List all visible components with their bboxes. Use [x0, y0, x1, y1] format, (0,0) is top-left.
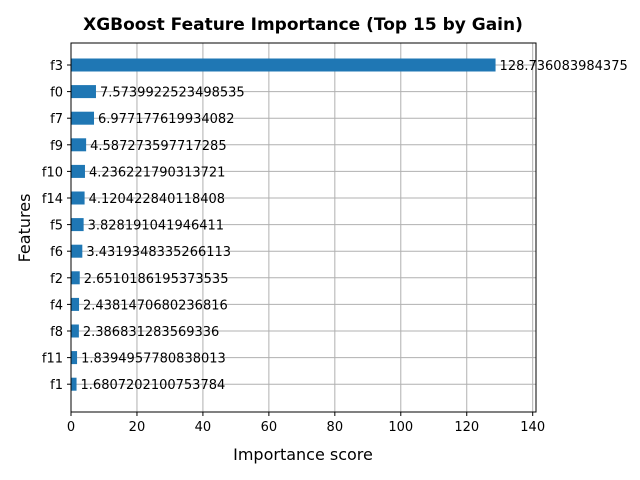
bar-f11 — [71, 351, 78, 365]
data-label-f3: 128.736083984375 — [500, 59, 628, 74]
bar-f10 — [71, 164, 85, 178]
bar-f1 — [71, 377, 77, 391]
data-label-f9: 4.587273597717285 — [90, 139, 226, 154]
data-label-f11: 1.8394957780838013 — [81, 352, 226, 367]
bar-f7 — [71, 111, 95, 125]
bar-f6 — [71, 244, 83, 258]
data-label-f7: 6.977177619934082 — [98, 112, 234, 127]
y-tick-label-f0: f0 — [50, 86, 63, 101]
y-axis-label: Features — [15, 194, 34, 263]
y-tick-label-f11: f11 — [42, 352, 63, 367]
data-label-f14: 4.120422840118408 — [89, 192, 225, 207]
y-tick-label-f3: f3 — [50, 59, 63, 74]
bar-f14 — [71, 191, 85, 205]
y-tick-label-f7: f7 — [50, 112, 63, 127]
bar-f5 — [71, 218, 84, 232]
data-label-f4: 2.4381470680236816 — [83, 298, 228, 313]
x-axis-ticks: 0 20 40 60 80 100 120 140 — [67, 412, 545, 435]
data-label-f2: 2.6510186195373535 — [84, 272, 229, 287]
plot-frame — [70, 42, 537, 413]
bar-f9 — [71, 138, 87, 152]
bar-f8 — [71, 324, 79, 338]
y-tick-label-f6: f6 — [50, 245, 63, 260]
y-tick-label-f1: f1 — [50, 378, 63, 393]
y-tick-label-f10: f10 — [42, 165, 63, 180]
x-tick-label: 100 — [388, 420, 413, 435]
bar-f0 — [71, 85, 96, 99]
data-label-f1: 1.6807202100753784 — [81, 378, 226, 393]
x-tick-label: 60 — [261, 420, 278, 435]
data-label-f8: 2.386831283569336 — [83, 325, 219, 340]
y-tick-label-f4: f4 — [50, 298, 63, 313]
x-tick-label: 20 — [129, 420, 146, 435]
x-tick-label: 0 — [67, 420, 75, 435]
bar-f4 — [71, 297, 80, 311]
bar-f3 — [71, 58, 496, 72]
data-label-f10: 4.236221790313721 — [89, 165, 225, 180]
data-label-layer: 128.736083984375 7.5739922523498535 6.9771… — [81, 59, 628, 393]
bar-layer — [71, 58, 496, 391]
chart-title: XGBoost Feature Importance (Top 15 by Ga… — [83, 15, 523, 35]
x-tick-label: 80 — [327, 420, 344, 435]
data-label-f5: 3.828191041946411 — [88, 219, 224, 234]
y-tick-label-f14: f14 — [42, 192, 63, 207]
data-label-f0: 7.5739922523498535 — [100, 86, 245, 101]
y-axis-ticks: f3 f0 f7 f9 f10 f14 f5 f6 f2 f4 f8 f11 f1 — [42, 59, 71, 393]
x-tick-label: 40 — [195, 420, 212, 435]
y-tick-label-f9: f9 — [50, 139, 63, 154]
x-axis-label: Importance score — [233, 445, 373, 464]
bar-f2 — [71, 271, 80, 285]
y-tick-label-f5: f5 — [50, 219, 63, 234]
x-tick-label: 140 — [520, 420, 545, 435]
y-tick-label-f2: f2 — [50, 272, 63, 287]
data-label-f6: 3.4319348335266113 — [86, 245, 231, 260]
grid-layer — [70, 43, 536, 412]
y-tick-label-f8: f8 — [50, 325, 63, 340]
x-tick-label: 120 — [454, 420, 479, 435]
